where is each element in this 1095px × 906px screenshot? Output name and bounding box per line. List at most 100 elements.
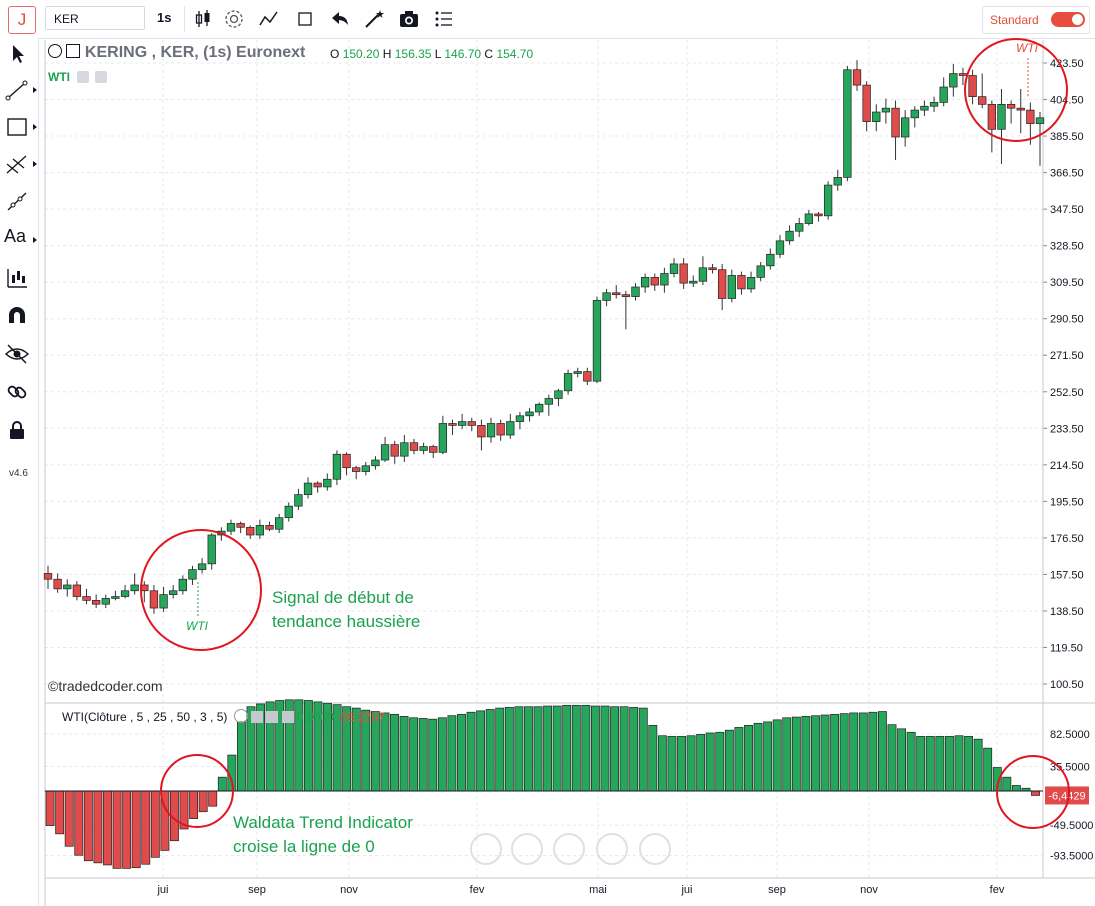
zoom-out-icon[interactable] [511,833,543,865]
indicator-bar [504,707,514,792]
overlay-visibility-icon[interactable] [94,71,107,83]
indicator-bar [141,790,151,865]
last-value-label: -6,4429 [1048,790,1085,802]
undo-icon[interactable] [328,7,352,31]
indicator-bar [150,790,160,858]
highlight-circle [160,754,234,828]
candle [92,600,101,605]
candle [246,526,255,536]
list-icon[interactable] [432,7,456,31]
indicator-bar [657,735,667,792]
trendline-icon[interactable] [4,77,30,103]
camera-icon[interactable] [397,7,421,31]
arrow-right-icon[interactable] [639,833,671,865]
fullscreen-icon[interactable] [293,7,317,31]
y-tick-label: 309.50 [1050,277,1084,289]
indicator-bar [45,790,55,826]
indicator-bar [811,715,820,792]
candle [795,223,804,232]
collapse-icon[interactable] [66,44,81,58]
overlay-settings-icon[interactable] [77,71,90,83]
settings-icon[interactable] [222,7,246,31]
lock-icon[interactable] [4,417,30,443]
cursor-icon[interactable] [4,41,30,67]
indicator-bar [198,790,208,813]
rectangle-icon[interactable] [4,114,30,140]
reset-icon[interactable] [553,833,585,865]
candle [958,73,968,76]
candle [901,117,910,138]
indicator-bar [83,790,93,862]
toggle-switch[interactable] [1051,12,1085,27]
candle [881,107,891,113]
indicator-bar [782,717,792,792]
candle [872,111,881,122]
candle [698,267,708,282]
chart-legend: KERING , KER, (1s) Euronext [48,44,305,62]
symbol-search-input[interactable]: KER [45,6,145,30]
arrow-left-icon[interactable] [470,833,502,865]
fib-icon[interactable] [4,151,30,177]
candle [53,578,62,590]
indicator-bar [734,727,744,792]
copyright-text: ©tradedcoder.com [48,678,163,694]
y-tick-label: 119.50 [1050,642,1083,654]
candle [1026,109,1035,124]
candle [544,398,553,405]
text-tool[interactable]: Aa [4,226,27,246]
indicator-bar [74,790,84,856]
indicator-bar [543,705,553,792]
indicator-bar [677,736,686,792]
indicator-close-icon[interactable] [281,711,294,723]
highlight-circle [140,529,262,651]
zoom-in-icon[interactable] [596,833,628,865]
eye-icon[interactable] [4,341,30,367]
y-tick-label: 176.50 [1050,533,1084,545]
visibility-icon[interactable] [48,44,62,58]
link-icon[interactable] [4,379,30,405]
indicator-bar [189,790,199,819]
indicator-bar [418,718,428,792]
candle [612,292,621,296]
interval-selector[interactable]: 1s [157,10,172,25]
indicator-bar [466,711,476,792]
candle [1006,103,1016,109]
indicator-bar [906,731,916,792]
candle [814,213,823,217]
indicator-bar [753,722,763,792]
indicator-bar [839,713,849,792]
indicator-bar [64,790,74,847]
indicator-add-icon[interactable] [266,711,279,723]
ray-icon[interactable] [4,189,30,215]
candle [111,596,120,599]
highlight-circle [964,38,1068,142]
indicator-bar [112,790,122,869]
indicator-visibility-icon[interactable] [233,709,248,723]
indicators-icon[interactable] [257,7,281,31]
app-logo[interactable]: J [8,6,36,34]
y-tick-label: 233.50 [1050,423,1084,435]
x-tick-label: sep [768,884,786,896]
candles-icon[interactable] [191,7,215,31]
indicator-bar [122,790,132,869]
candle [438,423,448,453]
candle [621,294,631,297]
ohlc-values: O 150.20 H 156.35 L 146.70 C 154.70 [330,47,534,61]
pattern-icon[interactable] [4,265,30,291]
indicator-settings-icon[interactable] [251,711,264,723]
candle [804,213,814,224]
magnet-icon[interactable] [4,303,30,329]
y-tick-label: 252.50 [1050,387,1084,399]
candle [708,267,717,271]
candle [226,523,236,532]
overlay-legend[interactable]: WTI [48,70,107,84]
y-tick-label: 214.50 [1050,460,1084,472]
cross-annotation: Waldata Trend Indicator croise la ligne … [233,813,413,856]
layout-toggle[interactable]: Standard [982,6,1090,34]
indicator-bar [533,706,543,792]
last-value-badge [1045,786,1089,805]
candle [583,371,592,382]
magic-wand-icon[interactable] [362,7,386,31]
candle [284,505,293,519]
